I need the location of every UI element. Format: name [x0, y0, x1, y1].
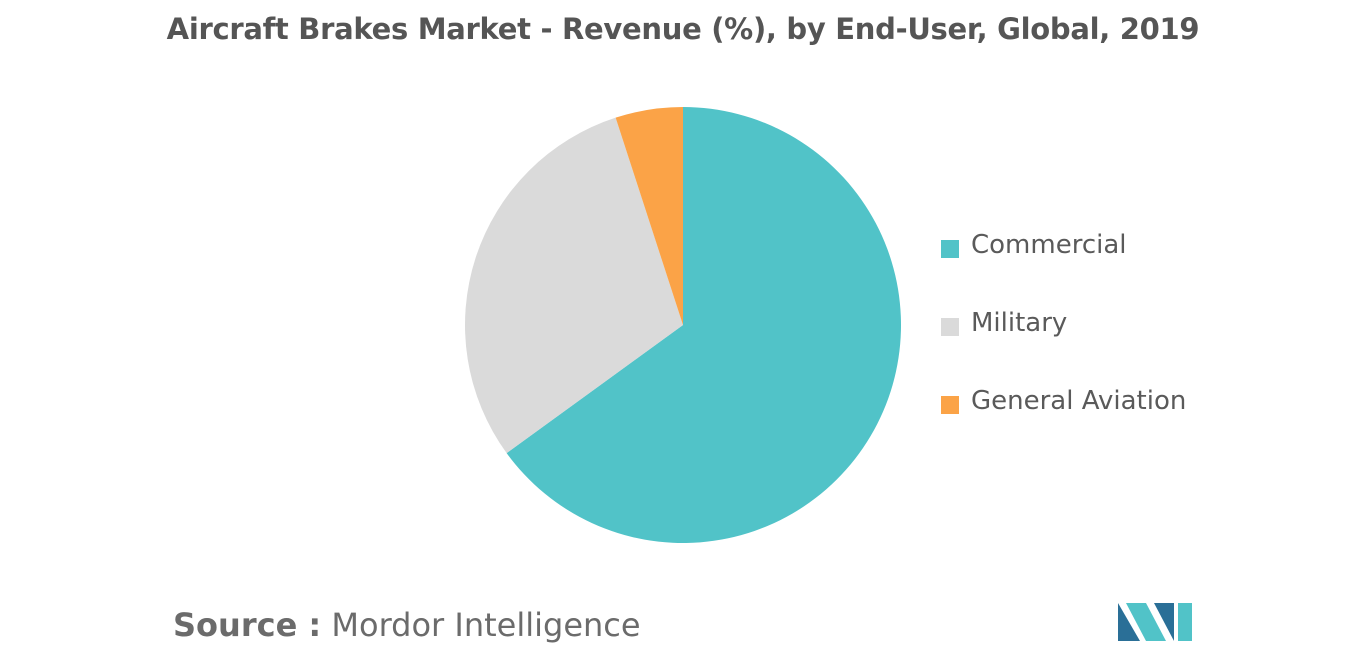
legend-swatch-military [941, 318, 959, 336]
logo-shape-2 [1126, 603, 1166, 641]
legend-label-commercial: Commercial [971, 230, 1127, 260]
pie-slice-military [465, 117, 683, 454]
legend-label-military: Military [971, 308, 1068, 338]
pie-slice-general-aviation [615, 107, 683, 325]
legend-swatch-general-aviation [941, 396, 959, 414]
logo-shape-3 [1154, 603, 1174, 641]
source-value: Mordor Intelligence [331, 606, 641, 644]
pie-slice-commercial [506, 107, 901, 544]
logo-shape-4 [1178, 603, 1192, 641]
chart-title: Aircraft Brakes Market - Revenue (%), by… [166, 12, 1200, 46]
mordor-intelligence-logo-icon [1118, 603, 1192, 641]
legend-swatch-commercial [941, 240, 959, 258]
logo-shape-1 [1118, 603, 1140, 641]
source-note: Source : Mordor Intelligence [173, 606, 641, 644]
source-label: Source : [173, 606, 322, 644]
legend-label-general-aviation: General Aviation [971, 386, 1187, 416]
